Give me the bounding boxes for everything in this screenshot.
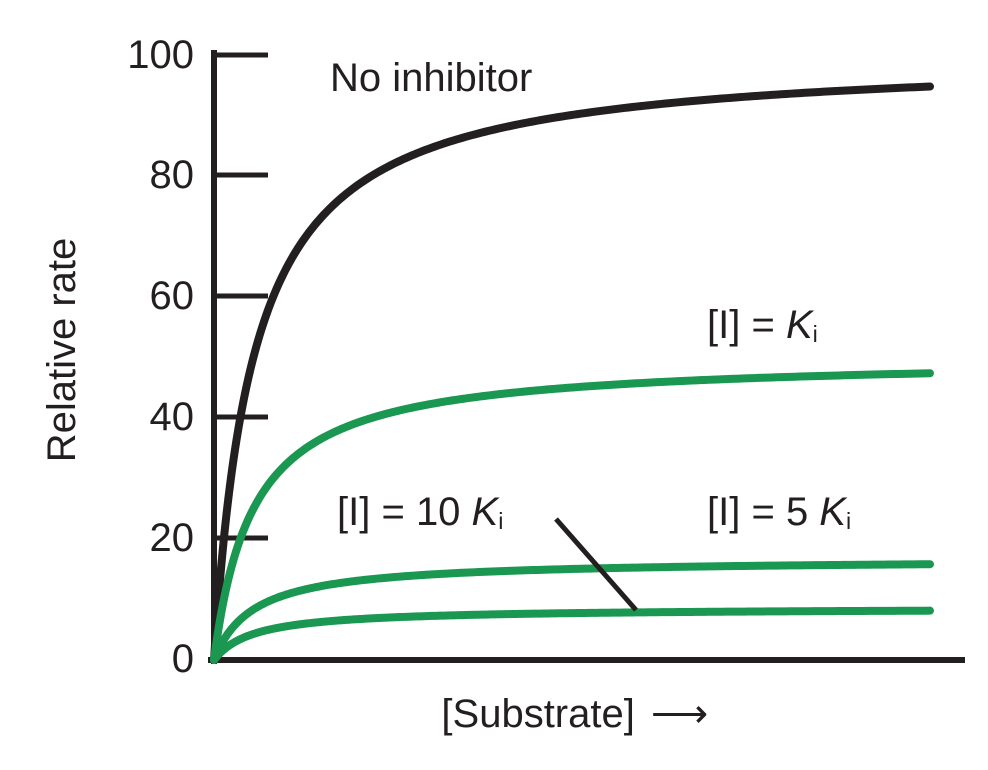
label-k-sub-ki: i — [812, 320, 818, 347]
y-tick-label-0: 0 — [171, 637, 194, 681]
curve-label-no-inhibitor: No inhibitor — [330, 56, 533, 100]
label-k-sub-5ki: i — [845, 507, 852, 534]
curve-i-eq-5ki — [210, 560, 934, 664]
label-multiplier-5ki: 5 — [785, 490, 820, 534]
label-multiplier-10ki: 10 — [415, 490, 472, 534]
x-axis-title: [Substrate] ⟶ — [214, 694, 934, 734]
label-k-symbol-5ki: K — [819, 490, 846, 534]
curves-group — [210, 82, 934, 664]
curve-label-i-eq-10ki: [I] = 10 Ki — [337, 492, 503, 532]
curve-no-inhibitor — [210, 82, 934, 664]
label-prefix-10ki: [I] = — [337, 490, 416, 534]
curve-label-i-eq-5ki: [I] = 5 Ki — [707, 492, 851, 532]
leader-line-10ki — [554, 517, 638, 612]
x-axis-arrow-icon: ⟶ — [650, 692, 708, 736]
y-tick-label-80: 80 — [149, 153, 195, 197]
curve-i-eq-ki — [210, 369, 934, 664]
curve-label-i-eq-ki: [I] = Ki — [707, 305, 818, 345]
y-tick-label-20: 20 — [149, 516, 195, 560]
label-prefix-5ki: [I] = — [707, 490, 786, 534]
x-axis-title-text: [Substrate] — [441, 692, 635, 736]
y-axis-title: Relative rate — [40, 237, 84, 463]
y-tick-label-40: 40 — [149, 395, 195, 439]
label-k-sub-10ki: i — [498, 507, 504, 534]
y-tick-label-60: 60 — [149, 274, 195, 318]
y-tick-label-100: 100 — [127, 33, 194, 77]
curve-i-eq-10ki — [210, 606, 934, 664]
label-k-symbol-10ki: K — [471, 490, 499, 534]
label-prefix-ki: [I] = — [707, 303, 786, 347]
label-k-symbol-ki: K — [785, 303, 813, 347]
